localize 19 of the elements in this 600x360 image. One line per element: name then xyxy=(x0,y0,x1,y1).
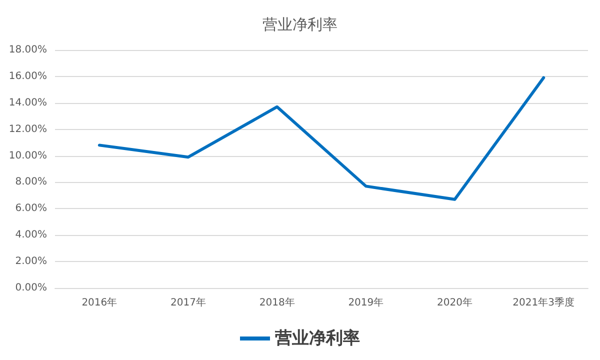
y-tick-label: 2.00% xyxy=(15,256,47,268)
y-tick-label: 8.00% xyxy=(15,176,47,188)
legend-label: 营业净利率 xyxy=(274,328,360,348)
x-tick-label: 2018年 xyxy=(259,296,295,308)
y-tick-label: 18.00% xyxy=(8,44,47,56)
x-tick-label: 2020年 xyxy=(437,296,472,308)
y-tick-label: 14.00% xyxy=(8,97,47,108)
x-tick-label: 2017年 xyxy=(170,296,206,308)
x-tick-label: 2021年3季度 xyxy=(512,296,574,308)
x-tick-label: 2016年 xyxy=(82,296,118,308)
chart-title: 营业净利率 xyxy=(262,16,338,34)
line-series xyxy=(98,76,546,201)
y-tick-label: 4.00% xyxy=(15,230,47,241)
y-tick-label: 0.00% xyxy=(15,282,47,294)
y-tick-label: 12.00% xyxy=(8,124,47,135)
y-tick-label: 16.00% xyxy=(8,70,47,82)
y-tick-label: 10.00% xyxy=(8,150,47,162)
y-tick-label: 6.00% xyxy=(15,203,47,214)
x-tick-label: 2019年 xyxy=(348,296,384,308)
